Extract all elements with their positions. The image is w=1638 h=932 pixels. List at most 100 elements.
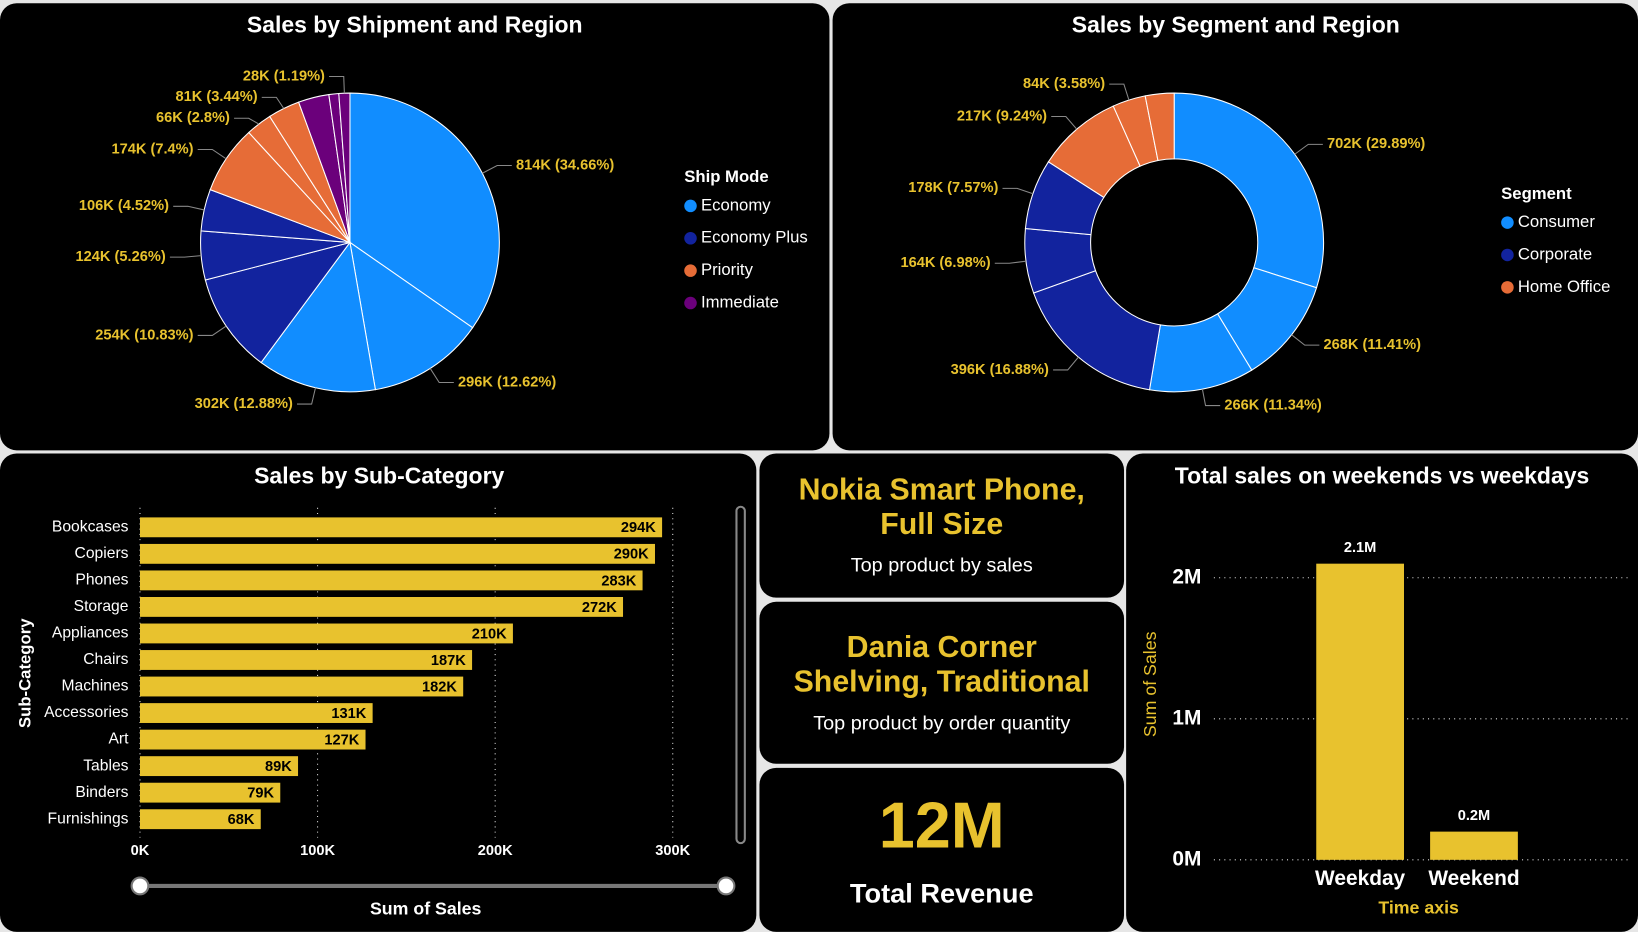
- chart-title: Sales by Segment and Region: [1072, 11, 1400, 37]
- y-tick-label: 0M: [1172, 847, 1201, 870]
- y-tick-label: Machines: [61, 678, 128, 695]
- data-label: 210K: [472, 626, 507, 642]
- legend-entry: Home Office: [1518, 277, 1611, 296]
- scrollbar[interactable]: [735, 505, 746, 845]
- leader-line: [1053, 356, 1079, 371]
- bar: [139, 543, 655, 564]
- data-label: 296K (12.62%): [458, 374, 556, 390]
- x-axis-title: Time axis: [1378, 898, 1459, 918]
- data-label: 702K (29.89%): [1327, 136, 1425, 152]
- y-axis-title: Sum of Sales: [1140, 631, 1160, 737]
- leader-line: [169, 255, 202, 258]
- slice: [260, 241, 377, 393]
- slice: [204, 241, 352, 364]
- slice: [1144, 92, 1175, 162]
- leader-line: [197, 148, 227, 160]
- legend-title: Segment: [1501, 184, 1572, 203]
- leader-line: [482, 164, 512, 174]
- y-tick-label: 1M: [1172, 706, 1201, 729]
- y-tick-label: Storage: [74, 598, 129, 615]
- x-tick-label: Weekday: [1315, 867, 1406, 890]
- data-label: 217K (9.24%): [957, 108, 1047, 124]
- leader-line: [1109, 83, 1130, 101]
- data-label: 164K (6.98%): [900, 255, 990, 271]
- chart-title: Sales by Sub-Category: [254, 463, 504, 489]
- y-tick-label: Phones: [75, 572, 128, 589]
- x-tick-label: 200K: [478, 843, 513, 859]
- data-label: 266K (11.34%): [1224, 397, 1322, 413]
- leader-line: [1051, 116, 1078, 130]
- bar: [139, 517, 663, 538]
- leader-line: [1294, 143, 1323, 155]
- chart-title: Total sales on weekends vs weekdays: [1175, 463, 1590, 489]
- data-label: 131K: [331, 706, 366, 722]
- card-value: 12M: [878, 789, 1005, 862]
- legend-marker: [1501, 281, 1514, 294]
- data-label: 254K (10.83%): [95, 327, 193, 343]
- data-label: 124K (5.26%): [76, 249, 166, 265]
- bar: [139, 623, 513, 644]
- data-label: 84K (3.58%): [1023, 76, 1105, 92]
- bar: [1430, 831, 1518, 860]
- card-label: Top product by sales: [850, 554, 1033, 577]
- y-tick-label: Chairs: [83, 651, 128, 668]
- card-body: Nokia Smart Phone, Full Size Top product…: [759, 453, 1124, 597]
- y-tick-label: Tables: [83, 757, 128, 774]
- card-body: Dania Corner Shelving, Traditional Top p…: [759, 602, 1124, 764]
- leader-line: [429, 368, 454, 384]
- card: 12M Total Revenue: [759, 768, 1124, 932]
- slider-handle[interactable]: [716, 876, 736, 896]
- data-label: 268K (11.41%): [1324, 337, 1422, 353]
- card-value: Nokia Smart Phone, Full Size: [798, 473, 1085, 542]
- x-tick-label: 300K: [655, 843, 690, 859]
- data-label: 106K (4.52%): [79, 198, 169, 214]
- slice: [1173, 92, 1325, 289]
- legend-entry: Economy: [701, 195, 771, 214]
- y-tick-label: Accessories: [44, 704, 129, 721]
- legend-entry: Consumer: [1518, 212, 1595, 231]
- data-label: 79K: [247, 786, 274, 802]
- leader-line: [329, 75, 345, 94]
- panel: [832, 3, 1638, 451]
- legend-entry: Immediate: [701, 292, 779, 311]
- leader-line: [261, 96, 285, 109]
- legend-marker: [1501, 248, 1514, 262]
- bar: [139, 756, 299, 777]
- bar: [1316, 563, 1404, 860]
- bar: [139, 703, 373, 723]
- x-tick-label: Weekend: [1428, 867, 1519, 890]
- data-label: 814K (34.66%): [516, 157, 614, 173]
- x-tick-label: 100K: [300, 843, 335, 859]
- legend-marker: [684, 199, 697, 213]
- data-label: 127K: [324, 732, 359, 748]
- data-label: 302K (12.88%): [195, 396, 293, 412]
- data-label: 182K: [422, 679, 457, 695]
- data-label: 290K: [614, 547, 649, 563]
- y-tick-label: Art: [108, 731, 129, 748]
- leader-line: [197, 325, 227, 336]
- legend-entry: Corporate: [1518, 244, 1592, 263]
- data-label: 68K: [228, 812, 255, 828]
- x-tick-label: 0K: [131, 843, 150, 859]
- leader-line: [173, 205, 205, 211]
- bar: [139, 650, 473, 670]
- data-label: 187K: [431, 653, 466, 669]
- legend-marker: [684, 296, 697, 310]
- card-body: 12M Total Revenue: [759, 768, 1124, 932]
- leader-line: [994, 260, 1027, 264]
- legend-marker: [684, 232, 697, 245]
- panel: [759, 767, 1125, 932]
- slider-handle[interactable]: [130, 876, 150, 896]
- data-label: 283K: [601, 573, 636, 589]
- data-label: 178K (7.57%): [908, 180, 998, 196]
- card-label: Top product by order quantity: [813, 712, 1071, 734]
- bar: [139, 596, 624, 617]
- leader-line: [1291, 334, 1320, 346]
- data-label: 272K: [582, 600, 617, 616]
- y-tick-label: Binders: [75, 784, 128, 801]
- data-label: 0.2M: [1458, 808, 1490, 824]
- card-value: Dania Corner Shelving, Traditional: [793, 630, 1090, 699]
- panel: [759, 601, 1125, 764]
- bar: [139, 729, 366, 750]
